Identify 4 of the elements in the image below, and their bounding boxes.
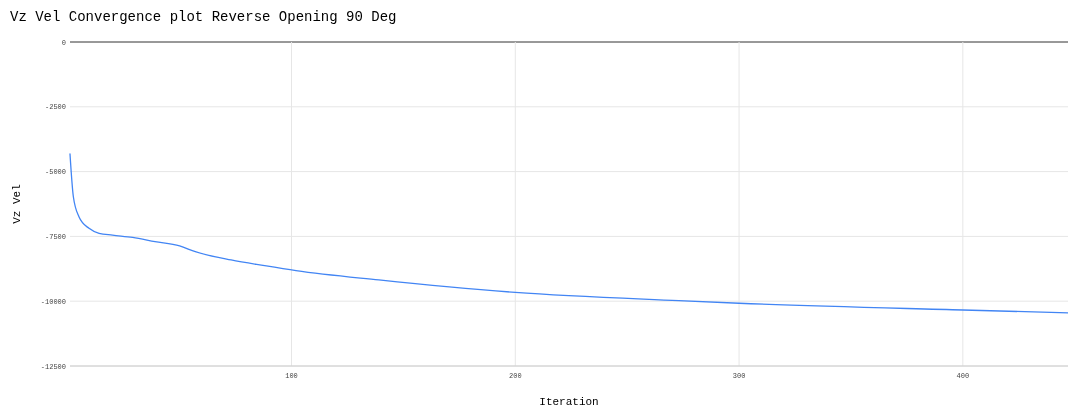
line-series [69,153,1068,314]
chart-title: Vz Vel Convergence plot Reverse Opening 90 Deg [10,9,397,25]
x-axis-title: Iteration [539,396,599,408]
y-axis-title: Vz Vel [11,184,23,224]
